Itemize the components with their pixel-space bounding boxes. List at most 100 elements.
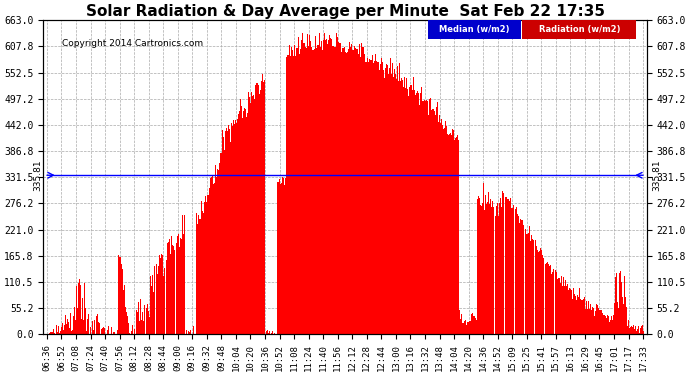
Bar — [520, 219, 521, 334]
Bar — [464, 315, 466, 334]
Bar — [197, 224, 198, 334]
Bar — [324, 38, 326, 334]
Bar — [399, 63, 400, 334]
Bar — [185, 217, 186, 334]
Bar — [381, 58, 382, 334]
Bar — [393, 69, 395, 334]
Bar — [422, 101, 423, 334]
Bar — [85, 308, 86, 334]
Bar — [545, 264, 546, 334]
Bar — [503, 193, 504, 334]
Bar — [602, 315, 604, 334]
Bar — [158, 266, 159, 334]
Bar — [291, 47, 292, 334]
Bar — [54, 333, 55, 334]
Bar — [580, 299, 581, 334]
Bar — [582, 299, 584, 334]
Bar — [315, 36, 316, 334]
Bar — [378, 62, 379, 334]
Bar — [615, 278, 616, 334]
Bar — [159, 255, 160, 334]
Bar — [418, 93, 419, 334]
Bar — [162, 255, 163, 334]
Bar — [457, 135, 458, 334]
Bar — [525, 230, 526, 334]
Bar — [540, 248, 541, 334]
Bar — [317, 45, 318, 334]
Bar — [446, 126, 447, 334]
Bar — [142, 312, 143, 334]
Bar — [533, 244, 535, 334]
Bar — [605, 316, 607, 334]
Bar — [383, 69, 384, 334]
Bar — [573, 293, 575, 334]
Bar — [560, 283, 561, 334]
Bar — [375, 54, 376, 334]
Bar — [544, 263, 545, 334]
Bar — [584, 297, 585, 334]
Bar — [318, 45, 319, 334]
Bar — [283, 178, 284, 334]
Bar — [443, 129, 444, 334]
Bar — [356, 49, 357, 334]
Bar — [550, 264, 551, 334]
Bar — [435, 115, 436, 334]
Bar — [303, 43, 304, 334]
Bar — [613, 276, 615, 334]
Bar — [462, 323, 463, 334]
Bar — [268, 333, 269, 334]
Bar — [188, 331, 189, 334]
Bar — [382, 62, 383, 334]
Bar — [358, 54, 359, 334]
Bar — [257, 83, 258, 334]
Bar — [508, 199, 509, 334]
Bar — [231, 123, 232, 334]
Bar — [103, 327, 104, 334]
Bar — [609, 322, 610, 334]
Bar — [174, 250, 175, 334]
Bar — [607, 315, 608, 334]
Bar — [416, 93, 417, 334]
Bar — [117, 330, 118, 334]
Bar — [506, 196, 507, 334]
Bar — [244, 106, 246, 334]
Bar — [622, 304, 624, 334]
Bar — [398, 81, 399, 334]
Bar — [357, 50, 358, 334]
Bar — [555, 270, 556, 334]
Bar — [342, 48, 343, 334]
Bar — [599, 310, 600, 334]
Bar — [61, 327, 62, 334]
Bar — [451, 135, 452, 334]
Bar — [642, 331, 644, 334]
Bar — [183, 234, 184, 334]
Bar — [95, 327, 97, 334]
Bar — [467, 322, 468, 334]
Bar — [439, 115, 440, 334]
Bar — [504, 193, 505, 334]
Bar — [80, 285, 81, 334]
Bar — [407, 89, 408, 334]
Bar — [228, 125, 229, 334]
Bar — [496, 206, 497, 334]
Bar — [521, 220, 522, 334]
Bar — [131, 332, 132, 334]
Bar — [559, 278, 560, 334]
Bar — [369, 58, 370, 334]
Bar — [300, 49, 301, 334]
Bar — [564, 286, 565, 334]
Bar — [432, 109, 433, 334]
Bar — [337, 36, 338, 334]
Bar — [636, 331, 637, 334]
Bar — [160, 258, 161, 334]
Bar — [482, 203, 483, 334]
Bar — [528, 233, 529, 334]
Bar — [507, 200, 508, 334]
Bar — [232, 126, 233, 334]
Bar — [240, 99, 241, 334]
Bar — [502, 191, 503, 334]
Bar — [128, 322, 129, 334]
Bar — [473, 316, 475, 334]
Bar — [149, 317, 150, 334]
Bar — [377, 62, 378, 334]
